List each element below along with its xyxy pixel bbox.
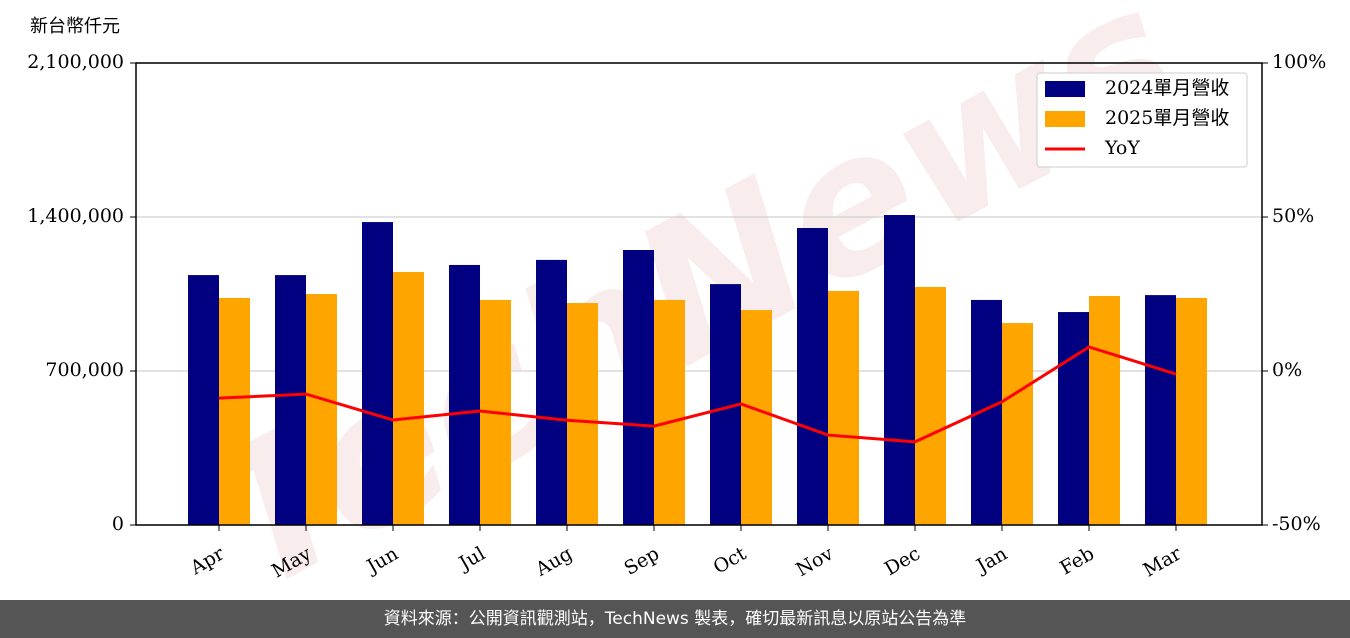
x-tick-label: Jul: [454, 543, 489, 576]
bar: [188, 275, 219, 525]
y2-tick-label: 50%: [1272, 205, 1314, 227]
bar: [1058, 312, 1089, 525]
y-tick-label: 700,000: [45, 359, 124, 381]
x-tick-label: Sep: [620, 543, 663, 580]
bar: [1176, 297, 1207, 525]
y-tick-label: 1,400,000: [27, 205, 124, 227]
bar: [915, 286, 946, 525]
x-tick-label: Feb: [1056, 543, 1098, 580]
x-tick-label: Dec: [881, 543, 924, 581]
y2-tick-label: 0%: [1272, 359, 1302, 381]
bar: [797, 228, 828, 525]
plot-frame: [135, 62, 1263, 526]
bar: [536, 259, 567, 525]
legend-swatch: [1045, 111, 1085, 127]
bar: [884, 215, 915, 525]
bar: [275, 275, 306, 525]
y-axis-label: 新台幣仟元: [30, 16, 120, 37]
legend-box: [1036, 72, 1248, 168]
y2-tick-label: 100%: [1272, 51, 1326, 73]
legend-swatch: [1045, 81, 1085, 97]
x-tick-label: Mar: [1139, 542, 1185, 581]
yoy-line: [218, 345, 1177, 444]
bar: [306, 294, 337, 525]
legend-label: 2025單月營收: [1105, 107, 1229, 129]
legend-label: 2024單月營收: [1105, 77, 1229, 99]
bar: [393, 272, 424, 525]
y-tick-label: 2,100,000: [27, 51, 124, 73]
y2-tick-label: -50%: [1272, 513, 1321, 535]
bar: [362, 222, 393, 525]
bar: [567, 303, 598, 525]
bar: [449, 264, 480, 525]
x-tick-label: Nov: [792, 542, 837, 581]
x-tick-label: Oct: [710, 542, 751, 578]
bar: [1002, 323, 1033, 525]
bar: [1145, 295, 1176, 525]
bar: [828, 290, 859, 525]
bar: [623, 250, 654, 525]
y-tick-label: 0: [112, 513, 124, 535]
footer: 資料來源：公開資訊觀測站，TechNews 製表，確切最新訊息以原站公告為準: [384, 609, 966, 629]
footer-bar: [0, 600, 1350, 638]
bar: [219, 297, 250, 525]
x-tick-label: Jan: [971, 543, 1011, 579]
bar: [741, 310, 772, 525]
legend-label: YoY: [1104, 137, 1140, 159]
x-tick-label: Apr: [186, 542, 229, 579]
bar: [1089, 295, 1120, 525]
bar: [654, 299, 685, 525]
x-tick-label: Aug: [531, 543, 576, 582]
